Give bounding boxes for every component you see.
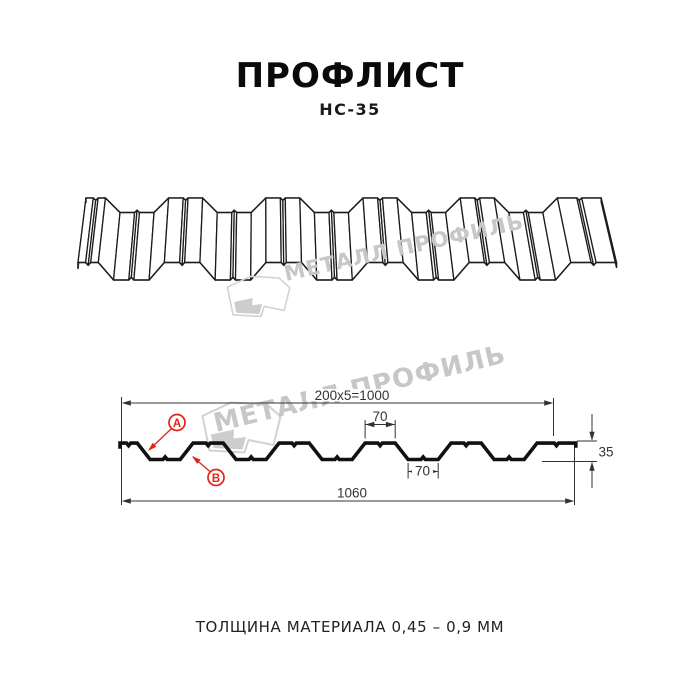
- arrowhead: [365, 421, 375, 428]
- sheet-surface: [265, 197, 282, 264]
- label-b-circle: [207, 468, 225, 487]
- dim-text-bg: [306, 389, 398, 401]
- sheet-surface: [284, 197, 303, 264]
- arrowhead: [121, 498, 131, 504]
- sheet-surface: [234, 211, 252, 281]
- sheet-surface: [214, 211, 233, 281]
- arrowhead: [121, 400, 131, 406]
- dim-height: 35: [599, 445, 614, 460]
- label-a: А: [173, 418, 181, 430]
- arrowhead: [565, 498, 575, 504]
- dimension-annotations: 200x5=1000 70 70 35 1060: [121, 388, 614, 505]
- arrowhead: [589, 461, 595, 471]
- arrowhead: [192, 456, 201, 464]
- sheet-front-edge: [77, 261, 618, 281]
- label-a-circle: [168, 413, 186, 432]
- material-thickness-note: ТОЛЩИНА МАТЕРИАЛА 0,45 – 0,9 ММ: [195, 618, 505, 636]
- dim-text-bg: [327, 486, 377, 499]
- profile-model: НС-35: [319, 100, 381, 119]
- profile-3d-view: [77, 197, 618, 281]
- dim-rib-bottom: 70: [415, 464, 430, 479]
- dim-text-bg: [412, 464, 433, 477]
- sheet-back-edge: [85, 197, 602, 214]
- dimension-lines: [121, 397, 597, 505]
- page-title: ПРОФЛИСТ: [235, 56, 465, 96]
- point-labels: А В: [148, 413, 225, 487]
- leader-arrows: [148, 442, 201, 464]
- cross-section-profile: [118, 441, 578, 462]
- dim-top-width: 200x5=1000: [315, 388, 390, 403]
- arrowhead: [589, 431, 595, 441]
- arrowhead: [148, 442, 157, 451]
- arrowhead: [544, 400, 554, 406]
- arrowhead: [385, 421, 395, 428]
- dim-rib-top: 70: [372, 409, 387, 424]
- metall-profil-logo-icon: [226, 275, 291, 318]
- dim-total-width: 1060: [337, 486, 367, 501]
- label-b: В: [212, 473, 220, 485]
